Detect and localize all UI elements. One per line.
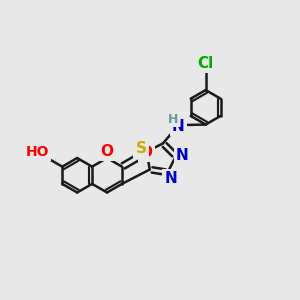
Text: N: N [164, 171, 177, 186]
Text: O: O [100, 144, 113, 159]
Text: H: H [168, 113, 179, 126]
Text: S: S [136, 141, 146, 156]
Text: Cl: Cl [197, 56, 214, 71]
Text: N: N [176, 148, 189, 163]
Text: HO: HO [26, 146, 49, 159]
Text: N: N [172, 119, 185, 134]
Text: O: O [140, 145, 153, 160]
